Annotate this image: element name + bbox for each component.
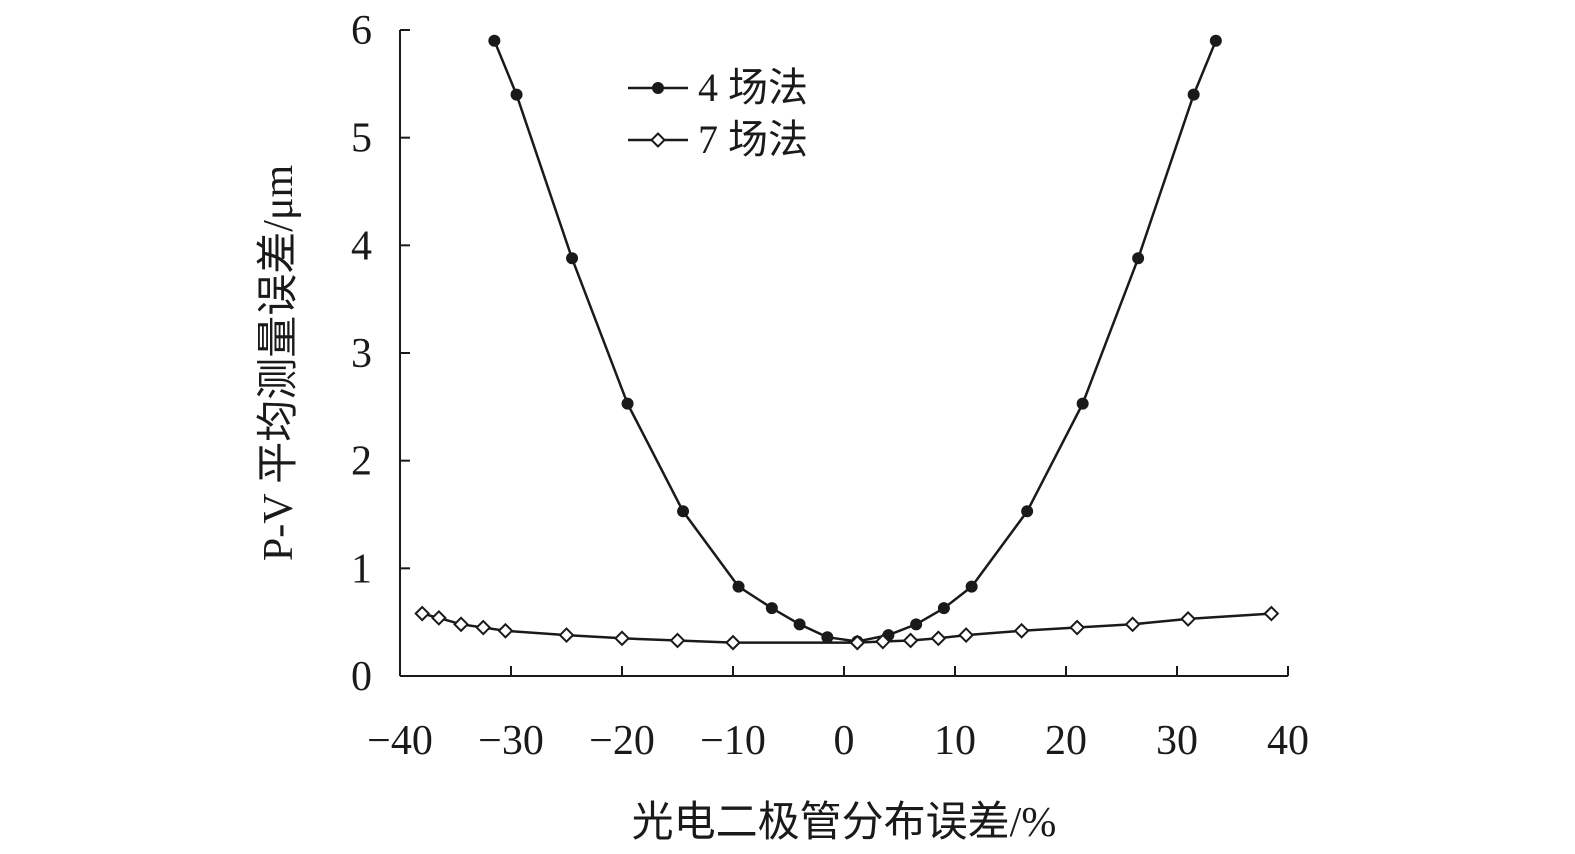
x-tick-label: 40 — [1267, 718, 1309, 764]
x-axis-title: 光电二极管分布误差/% — [632, 800, 1057, 846]
data-point — [1209, 34, 1222, 47]
data-point — [849, 634, 866, 651]
data-point — [558, 627, 575, 644]
x-tick-label: 10 — [934, 718, 976, 764]
y-tick-label: 0 — [351, 654, 372, 700]
data-point — [937, 602, 950, 615]
data-point — [958, 627, 975, 644]
data-point — [1069, 619, 1086, 636]
data-point — [725, 634, 741, 651]
data-point — [669, 632, 686, 649]
series-four-field — [488, 34, 1222, 648]
data-point — [430, 609, 447, 626]
x-tick-label: 0 — [834, 718, 855, 764]
legend-marker — [652, 82, 664, 94]
y-tick-label: 2 — [351, 439, 372, 485]
data-point — [902, 632, 919, 649]
data-point — [614, 630, 630, 647]
data-point — [1124, 616, 1141, 633]
plot-area — [414, 34, 1280, 651]
legend-label: 7 场法 — [698, 117, 808, 162]
x-tick-label: 30 — [1156, 718, 1198, 764]
x-tick-label: −10 — [700, 718, 766, 764]
x-tick-label: −30 — [478, 718, 544, 764]
x-tick-label: −20 — [589, 718, 655, 764]
data-point — [1013, 622, 1030, 639]
data-point — [566, 252, 579, 265]
data-point — [453, 616, 469, 633]
series-seven-field — [414, 605, 1280, 651]
y-tick-label: 3 — [351, 331, 372, 377]
data-point — [1263, 605, 1280, 622]
data-point — [488, 34, 501, 47]
data-point — [475, 619, 492, 636]
data-point — [821, 631, 834, 644]
x-tick-label: −40 — [367, 718, 433, 764]
data-point — [497, 622, 514, 639]
legend-label: 4 场法 — [698, 65, 808, 110]
legend-marker — [650, 132, 666, 148]
data-point — [732, 580, 745, 593]
y-tick-label: 1 — [351, 546, 372, 592]
data-point — [910, 618, 923, 631]
data-point — [793, 618, 806, 631]
data-point — [1021, 505, 1034, 518]
y-tick-label: 5 — [351, 116, 372, 162]
data-point — [930, 630, 947, 647]
data-point — [1187, 88, 1200, 101]
legend-entry: 4 场法 — [628, 65, 808, 110]
series-line — [493, 40, 1217, 643]
data-point — [677, 505, 690, 518]
data-point — [1180, 611, 1197, 627]
legend: 4 场法 7 场法 — [628, 65, 808, 162]
y-axis-title: P-V 平均测量误差/μm — [256, 165, 302, 562]
data-point — [965, 580, 978, 593]
data-point — [1132, 252, 1145, 265]
y-tick-label: 6 — [351, 8, 372, 54]
data-point — [510, 88, 523, 101]
series-line — [421, 612, 1272, 644]
data-point — [765, 602, 778, 615]
data-point — [621, 397, 634, 410]
x-tick-label: 20 — [1045, 718, 1087, 764]
legend-entry: 7 场法 — [628, 117, 808, 162]
data-point — [414, 605, 431, 622]
data-point — [874, 633, 891, 650]
y-tick-label: 4 — [351, 223, 372, 269]
axes: 0 1 2 3 4 5 6 −40 −30 −20 −10 0 10 20 30 40 — [351, 8, 1309, 764]
data-point — [1076, 397, 1089, 410]
